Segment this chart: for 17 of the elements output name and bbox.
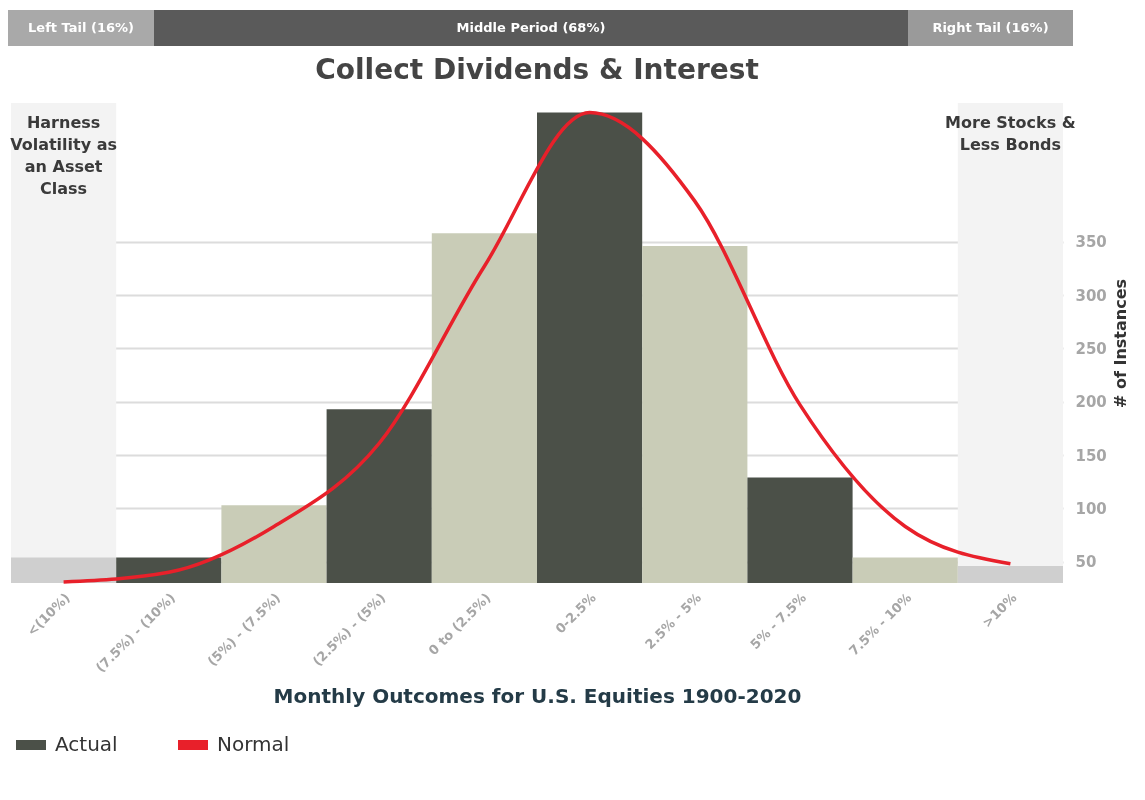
y-tick-label: 300	[1075, 286, 1107, 305]
y-tick-label: 150	[1075, 446, 1107, 465]
text: Middle Period (68%)	[154, 10, 908, 46]
x-axis-title: Monthly Outcomes for U.S. Equities 1900-2020	[273, 684, 802, 709]
band-label: Harness Volatility as an Asset Class	[10, 113, 118, 198]
band-label: More Stocks & Less Bonds	[945, 113, 1076, 154]
y-tick-label: 200	[1075, 393, 1107, 412]
y-tick-label: 100	[1075, 499, 1107, 518]
y-tick-label: 50	[1075, 553, 1097, 572]
legend-label: Normal	[217, 732, 290, 756]
legend-label: Actual	[55, 732, 118, 756]
text: Left Tail (16%)	[8, 10, 154, 46]
chart-title: Collect Dividends & Interest	[315, 53, 759, 86]
text: Right Tail (16%)	[908, 10, 1073, 46]
y-axis-title: # of Instances	[1110, 278, 1130, 409]
y-tick-label: 350	[1075, 233, 1107, 252]
y-tick-label: 250	[1075, 339, 1107, 358]
